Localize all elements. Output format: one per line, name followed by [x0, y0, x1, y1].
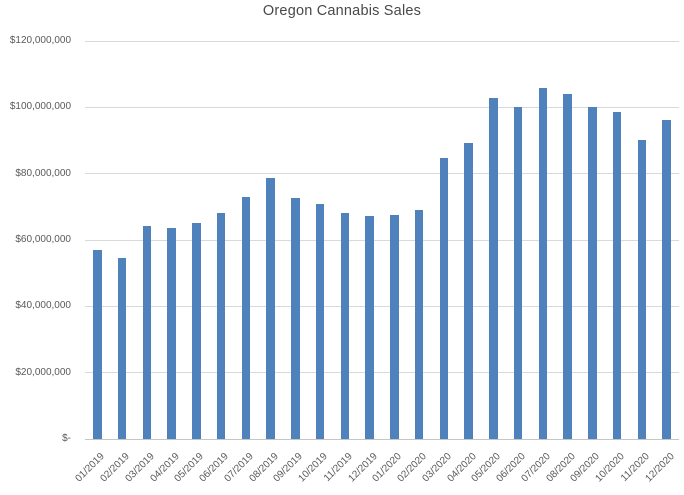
- gridline: [85, 106, 679, 108]
- gridline: [85, 40, 679, 42]
- bar-03-2019: [142, 225, 152, 439]
- gridline: [85, 372, 679, 374]
- bar-06-2020: [513, 106, 523, 439]
- bar-12-2020: [662, 119, 671, 439]
- bar-10-2020: [612, 112, 622, 439]
- y-axis-tick-label: $80,000,000: [15, 167, 71, 179]
- gridline: [85, 239, 679, 241]
- bar-07-2019: [241, 196, 251, 439]
- y-axis-tick-label: $20,000,000: [15, 366, 71, 378]
- gridline: [85, 173, 679, 175]
- bar-05-2020: [489, 97, 498, 439]
- bar-03-2020: [439, 158, 449, 439]
- bar-06-2019: [216, 212, 226, 439]
- bar-05-2019: [192, 223, 201, 439]
- y-axis-tick-label: $-: [62, 433, 71, 444]
- bar-08-2020: [563, 94, 572, 439]
- bar-02-2019: [117, 257, 127, 439]
- gridline: [85, 305, 679, 307]
- bar-04-2019: [167, 228, 176, 439]
- y-axis-tick-label: $120,000,000: [9, 35, 71, 46]
- bar-10-2019: [315, 204, 325, 439]
- y-axis-tick-label: $40,000,000: [15, 300, 71, 312]
- bar-11-2020: [637, 140, 647, 439]
- bar-01-2019: [93, 249, 102, 439]
- chart-title: Oregon Cannabis Sales: [262, 3, 422, 19]
- x-axis-line: [85, 438, 679, 440]
- bar-11-2019: [340, 212, 350, 439]
- y-axis-tick-label: $60,000,000: [15, 234, 71, 245]
- bar-02-2020: [414, 210, 424, 439]
- bar-12-2019: [365, 215, 374, 439]
- bar-09-2019: [291, 198, 300, 439]
- bar-08-2019: [266, 178, 275, 439]
- y-axis-tick-label: $100,000,000: [9, 101, 71, 113]
- bar-01-2020: [390, 215, 399, 439]
- bar-07-2020: [538, 87, 548, 439]
- bar-09-2020: [588, 107, 597, 439]
- bar-04-2020: [464, 143, 473, 439]
